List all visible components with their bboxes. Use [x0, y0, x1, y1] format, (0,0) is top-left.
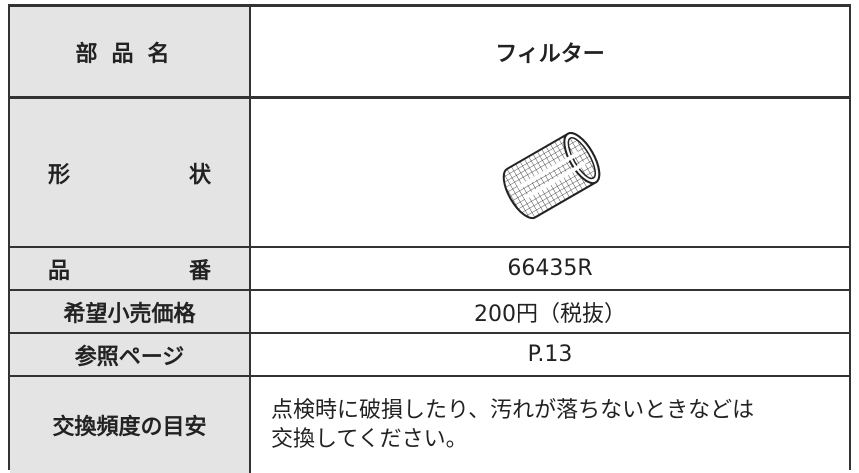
label-text: 品番 — [48, 258, 211, 284]
header-value: フィルター — [251, 7, 849, 96]
text-line: 交換してください。 — [271, 427, 468, 452]
row-value: 点検時に破損したり、汚れが落ちないときなどは 交換してください。 — [251, 377, 849, 473]
row-label: 交換頻度の目安 — [10, 377, 251, 473]
spec-table: 部品名 フィルター 形状 品番 66435R 希望小売価格 200円（税抜） 参… — [8, 4, 851, 473]
row-image — [251, 99, 849, 246]
row-value: P.13 — [527, 342, 573, 367]
row-label: 希望小売価格 — [10, 291, 251, 332]
row: 希望小売価格 200円（税抜） — [10, 291, 849, 334]
row: 交換頻度の目安 点検時に破損したり、汚れが落ちないときなどは 交換してください。 — [10, 377, 849, 473]
filter-icon — [502, 131, 601, 219]
row: 形状 — [10, 99, 849, 248]
row: 品番 66435R — [10, 248, 849, 291]
row-label: 品番 — [10, 248, 251, 289]
row-value: 66435R — [507, 256, 593, 281]
row-label: 参照ページ — [10, 334, 251, 375]
row-value: 200円（税抜） — [474, 301, 626, 327]
text-line: 点検時に破損したり、汚れが落ちないときなどは — [271, 398, 755, 423]
row: 参照ページ P.13 — [10, 334, 849, 377]
header-row: 部品名 フィルター — [10, 7, 849, 99]
row-label: 形状 — [10, 99, 251, 246]
header-label: 部品名 — [10, 7, 251, 96]
label-text: 形状 — [48, 162, 211, 188]
